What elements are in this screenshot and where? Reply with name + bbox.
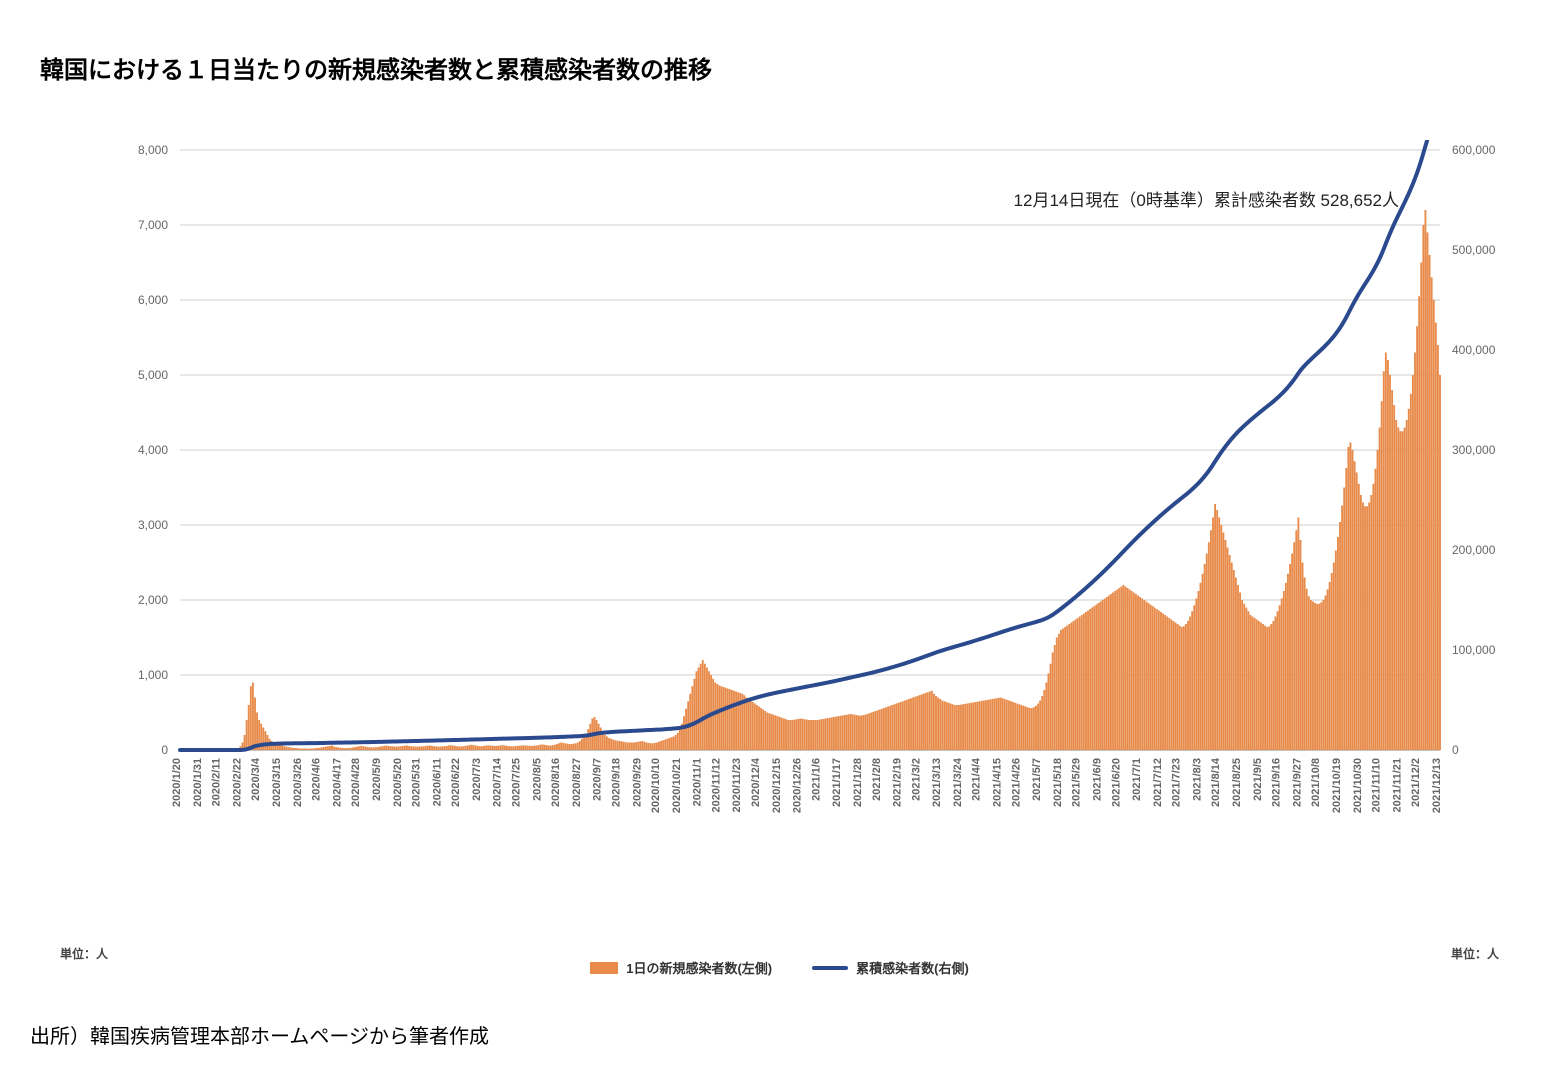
svg-text:2020/4/17: 2020/4/17 [331,758,343,807]
svg-text:8,000: 8,000 [138,143,168,157]
svg-text:2021/2/8: 2021/2/8 [871,758,883,801]
svg-text:2021/6/9: 2021/6/9 [1092,758,1104,801]
svg-text:500,000: 500,000 [1452,243,1496,257]
svg-text:2020/12/4: 2020/12/4 [750,757,762,807]
svg-text:600,000: 600,000 [1452,143,1496,157]
legend-swatch-line [812,966,848,970]
svg-text:2020/3/4: 2020/3/4 [250,757,262,801]
svg-text:2020/11/1: 2020/11/1 [692,758,704,806]
svg-text:2021/12/13: 2021/12/13 [1431,758,1443,813]
svg-text:3,000: 3,000 [138,518,168,532]
svg-text:2020/11/12: 2020/11/12 [710,758,722,812]
svg-text:2020/5/20: 2020/5/20 [392,758,404,807]
chart-legend: 1日の新規感染者数(左側) 累積感染者数(右側) [0,958,1559,977]
svg-text:0: 0 [1452,743,1459,757]
svg-text:2020/7/25: 2020/7/25 [510,758,522,807]
svg-text:2021/4/4: 2021/4/4 [971,757,983,801]
svg-text:2021/8/25: 2021/8/25 [1231,758,1243,807]
svg-text:6,000: 6,000 [138,293,168,307]
svg-text:2021/7/1: 2021/7/1 [1131,758,1143,801]
svg-text:5,000: 5,000 [138,368,168,382]
legend-label-bar: 1日の新規感染者数(左側) [626,958,772,977]
svg-text:2020/8/27: 2020/8/27 [571,758,583,807]
svg-text:2021/7/12: 2021/7/12 [1152,758,1164,807]
svg-text:2020/6/11: 2020/6/11 [431,758,443,806]
svg-text:2021/2/19: 2021/2/19 [892,758,904,807]
svg-text:2021/3/13: 2021/3/13 [931,758,943,807]
svg-text:2,000: 2,000 [138,593,168,607]
svg-text:2021/5/29: 2021/5/29 [1071,758,1083,807]
svg-text:400,000: 400,000 [1452,343,1496,357]
legend-item-line: 累積感染者数(右側) [812,958,969,977]
svg-text:1,000: 1,000 [138,668,168,682]
svg-text:2021/4/26: 2021/4/26 [1010,758,1022,807]
svg-text:2020/4/6: 2020/4/6 [311,758,323,801]
svg-text:2021/9/16: 2021/9/16 [1271,758,1283,807]
svg-text:2021/11/21: 2021/11/21 [1391,758,1403,812]
svg-text:100,000: 100,000 [1452,643,1496,657]
svg-text:2020/5/31: 2020/5/31 [411,758,423,807]
svg-text:300,000: 300,000 [1452,443,1496,457]
svg-text:2021/8/14: 2021/8/14 [1210,757,1222,807]
chart-title: 韓国における１日当たりの新規感染者数と累積感染者数の推移 [40,50,712,85]
svg-text:2020/8/5: 2020/8/5 [531,758,543,801]
svg-text:0: 0 [161,743,168,757]
svg-text:2020/5/9: 2020/5/9 [371,758,383,801]
svg-text:2020/1/31: 2020/1/31 [192,758,204,807]
svg-text:2020/2/22: 2020/2/22 [231,758,243,807]
source-attribution: 出所）韓国疾病管理本部ホームページから筆者作成 [30,1020,489,1049]
svg-text:2020/8/16: 2020/8/16 [550,758,562,807]
svg-text:2021/10/8: 2021/10/8 [1310,758,1322,807]
legend-item-bars: 1日の新規感染者数(左側) [590,958,772,977]
svg-text:2020/1/20: 2020/1/20 [171,758,183,807]
svg-text:2021/3/24: 2021/3/24 [952,757,964,807]
chart-plot-area: 0 1,000 2,000 3,000 4,000 5,000 6,000 7,000 8,00… [40,140,1520,900]
svg-text:4,000: 4,000 [138,443,168,457]
svg-text:2021/5/18: 2021/5/18 [1052,758,1064,807]
svg-text:7,000: 7,000 [138,218,168,232]
svg-text:2020/9/29: 2020/9/29 [631,758,643,807]
svg-text:2021/8/3: 2021/8/3 [1191,758,1203,801]
svg-text:2020/7/3: 2020/7/3 [471,758,483,801]
svg-text:2020/3/26: 2020/3/26 [292,758,304,807]
svg-text:2020/4/28: 2020/4/28 [350,758,362,807]
svg-text:2021/1/17: 2021/1/17 [831,758,843,807]
svg-text:2021/9/5: 2021/9/5 [1252,758,1264,801]
legend-swatch-bar [590,962,618,974]
svg-text:2020/10/21: 2020/10/21 [671,758,683,813]
svg-text:2020/6/22: 2020/6/22 [450,758,462,807]
svg-text:2021/5/7: 2021/5/7 [1031,758,1043,801]
svg-text:2020/9/18: 2020/9/18 [610,758,622,807]
svg-text:2021/3/2: 2021/3/2 [910,758,922,801]
svg-text:2020/10/10: 2020/10/10 [650,758,662,813]
svg-text:2020/9/7: 2020/9/7 [592,758,604,801]
svg-text:2021/1/28: 2021/1/28 [852,758,864,807]
svg-text:2021/11/10: 2021/11/10 [1371,758,1383,812]
svg-text:2020/3/15: 2020/3/15 [271,758,283,807]
svg-text:2020/12/26: 2020/12/26 [792,758,804,813]
svg-text:2021/9/27: 2021/9/27 [1291,758,1303,807]
svg-text:2021/1/6: 2021/1/6 [810,758,822,801]
svg-text:2020/7/14: 2020/7/14 [492,757,504,807]
svg-text:2021/7/23: 2021/7/23 [1171,758,1183,807]
svg-text:2021/4/15: 2021/4/15 [992,758,1004,807]
svg-text:2020/2/11: 2020/2/11 [211,758,223,806]
svg-text:2021/12/2: 2021/12/2 [1410,758,1422,807]
svg-text:2020/12/15: 2020/12/15 [771,758,783,813]
svg-text:2021/10/19: 2021/10/19 [1331,758,1343,813]
svg-text:200,000: 200,000 [1452,543,1496,557]
legend-label-line: 累積感染者数(右側) [856,958,969,977]
svg-text:2021/6/20: 2021/6/20 [1110,758,1122,807]
svg-text:2020/11/23: 2020/11/23 [731,758,743,812]
chart-svg: 0 1,000 2,000 3,000 4,000 5,000 6,000 7,000 8,00… [40,140,1520,900]
svg-text:2021/10/30: 2021/10/30 [1352,758,1364,813]
